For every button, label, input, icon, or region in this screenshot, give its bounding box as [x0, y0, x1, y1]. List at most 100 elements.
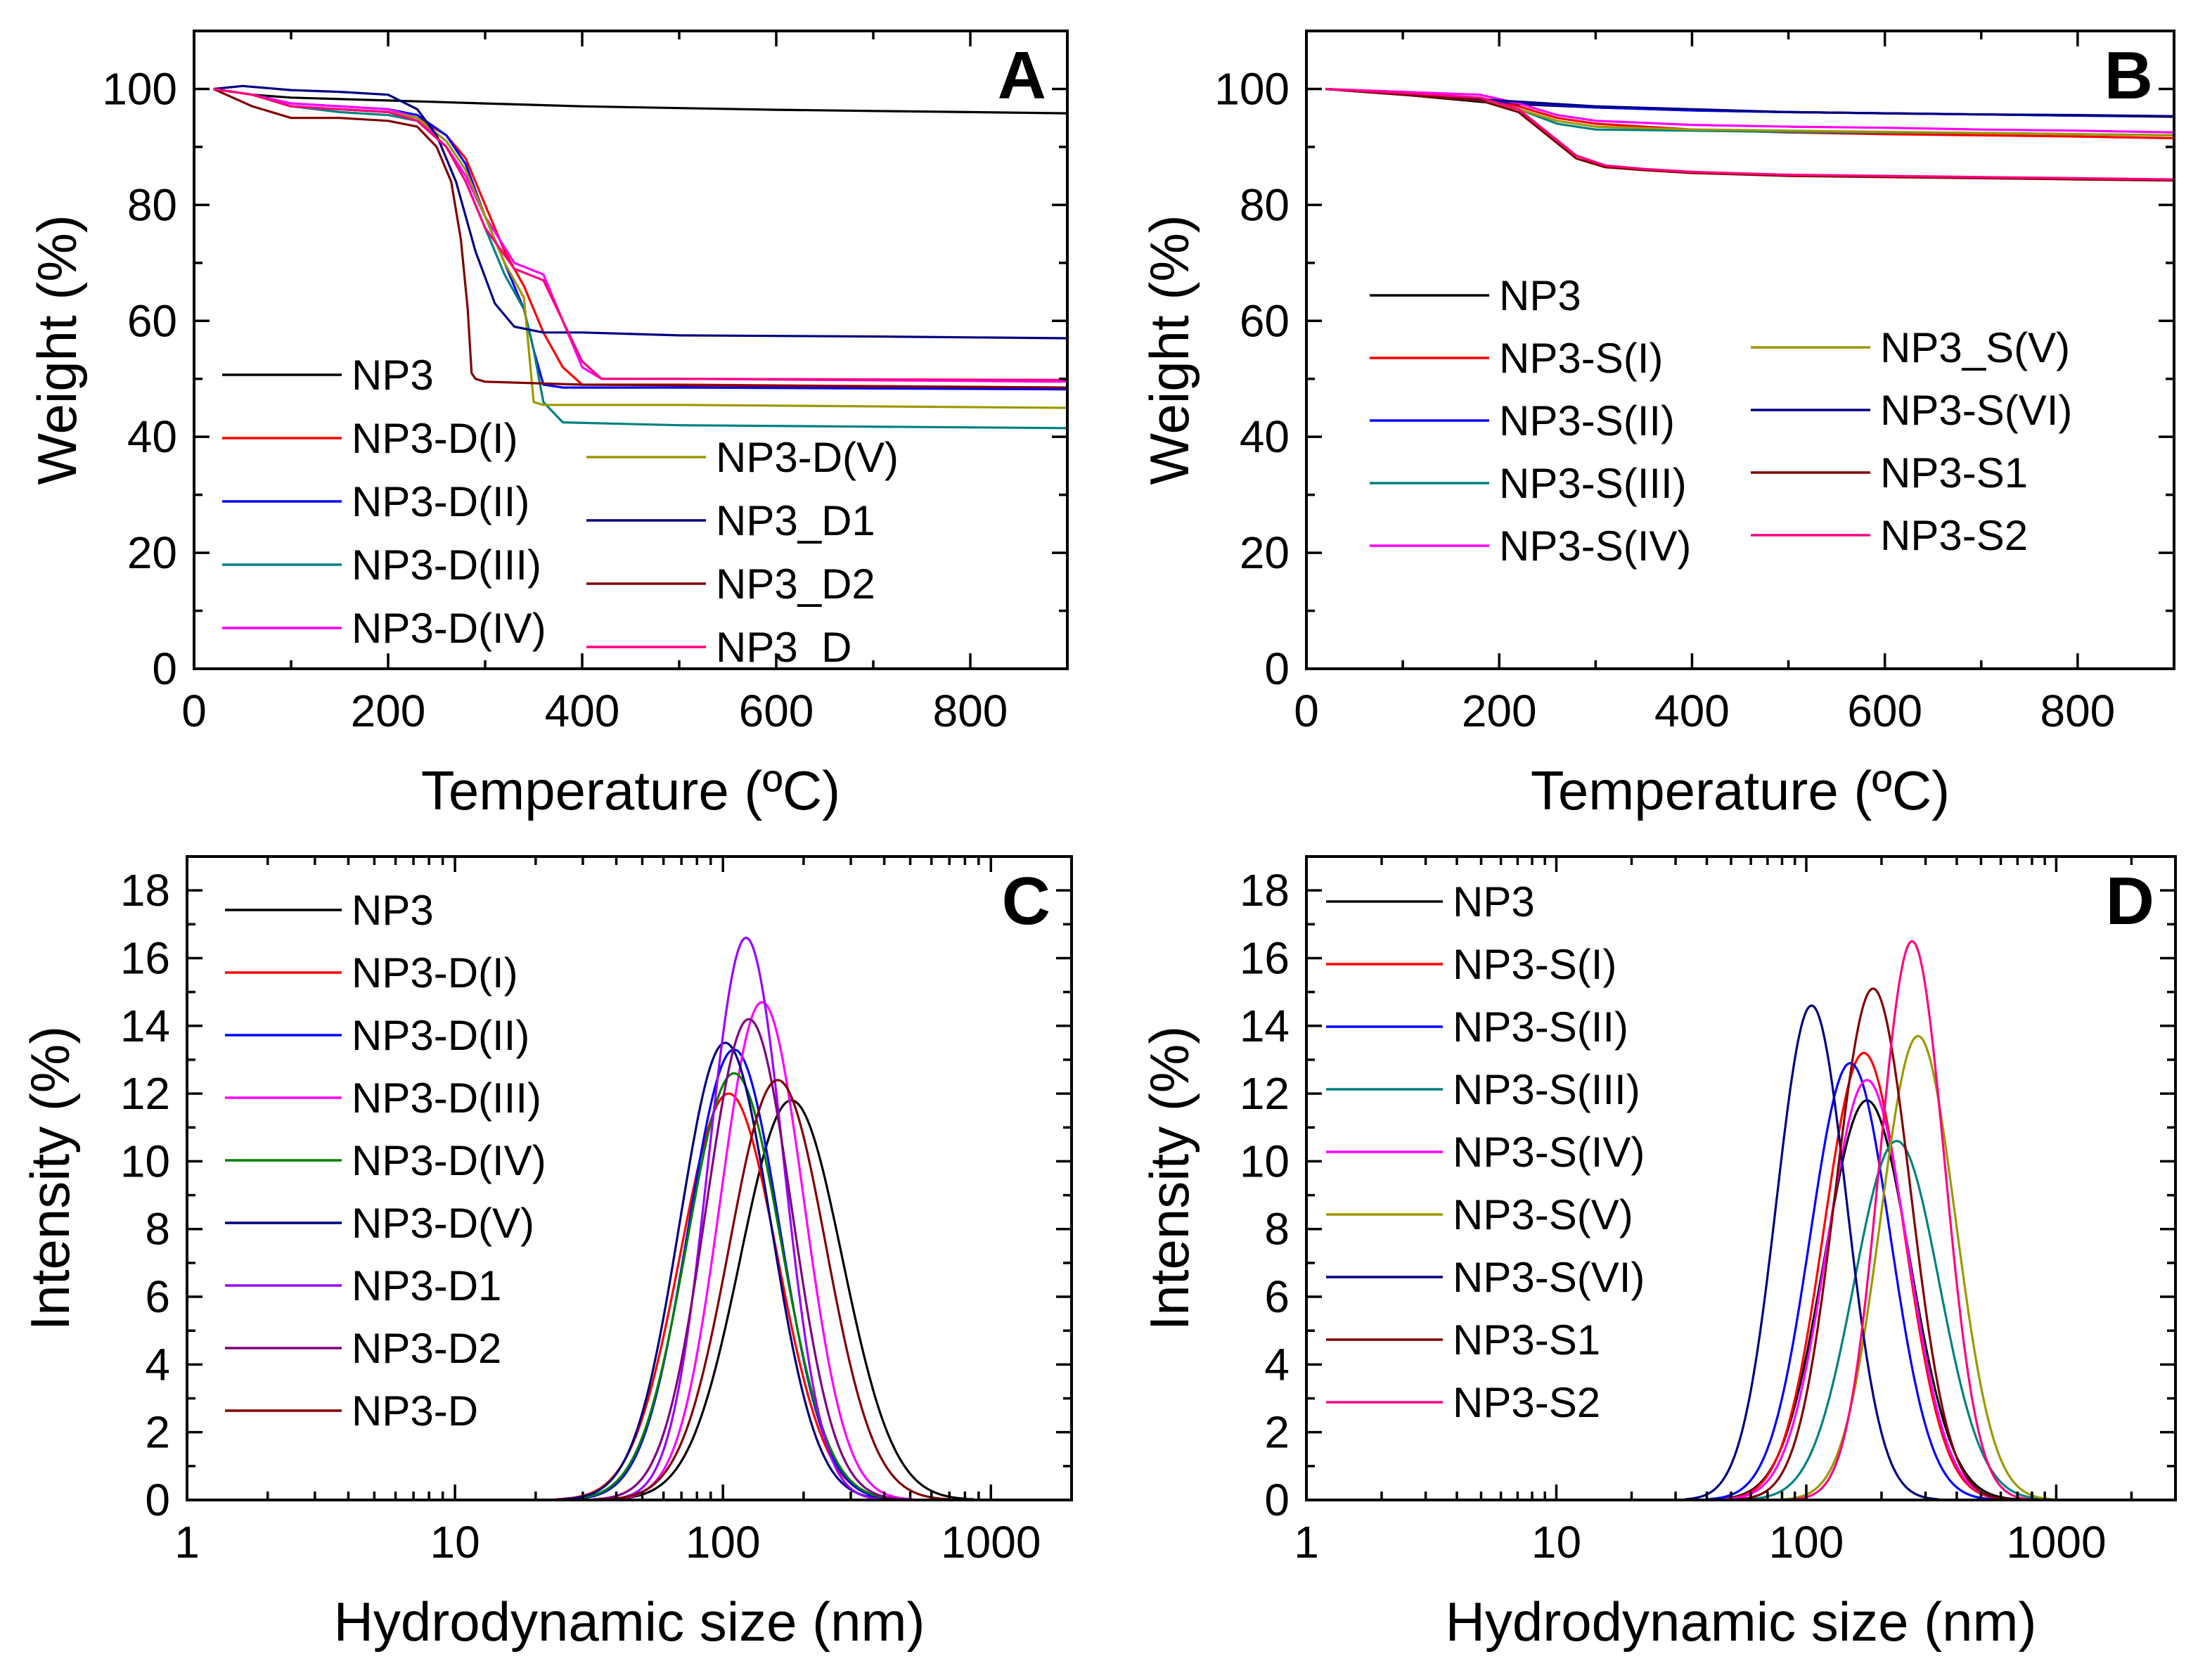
legend-label: NP3-D(III): [352, 1075, 541, 1122]
legend-label: NP3-S(VI): [1880, 387, 2072, 434]
x-tick-label: 800: [933, 686, 1008, 736]
legend-label: NP3_D2: [716, 560, 875, 608]
y-axis-title: Weight (%): [26, 214, 88, 485]
x-tick-label: 200: [1462, 686, 1537, 736]
panel-c: 1 10 100 1000 0 2 4 6 8 10 12 14 16 18 Hydrodynamic si…: [19, 855, 1073, 1653]
legend-item: NP3-S(I): [1326, 941, 1616, 988]
x-tick-label: 1000: [941, 1517, 1041, 1567]
legend-label: NP3_S(V): [1880, 324, 2070, 371]
legend: NP3 NP3-D(I) NP3-D(II) NP3-D(III) NP3-D(IV) N…: [225, 887, 546, 1435]
y-tick-label: 80: [1240, 179, 1290, 230]
y-axis-title: Weight (%): [1138, 214, 1200, 485]
x-tick-label: 600: [739, 686, 814, 736]
series-line-np3-d-iii-: [187, 1001, 1072, 1500]
legend-item: NP3-S(II): [1370, 397, 1675, 444]
legend-item: NP3-D(I): [225, 949, 518, 996]
series-line-np3-d: [187, 1079, 1072, 1500]
series-group: [1325, 87, 2174, 182]
y-tick-label: 16: [120, 932, 170, 983]
panel-a: 0 200 400 600 800 0 20 40 60 80 100 Temperature (ºC…: [26, 30, 1069, 821]
panel-letter: D: [2106, 864, 2154, 939]
x-tick-label: 200: [351, 686, 426, 736]
x-axis-title: Temperature (ºC): [1531, 759, 1950, 821]
legend-item: NP3-S(III): [1370, 460, 1687, 507]
plot-frame: [186, 855, 1073, 1501]
y-tick-label: 0: [152, 643, 177, 694]
legend-label: NP3_D: [716, 624, 851, 671]
legend-label: NP3: [352, 352, 434, 399]
legend-label: NP3-D(II): [352, 478, 529, 525]
legend-item: NP3-S(IV): [1370, 522, 1691, 570]
x-tick-label: 600: [1847, 686, 1922, 736]
series-group: [1306, 940, 2175, 1500]
legend-item: NP3-S(IV): [1326, 1129, 1645, 1176]
legend-item: NP3-S(II): [1326, 1003, 1628, 1051]
y-tick-label: 10: [120, 1136, 170, 1186]
y-tick-label: 100: [102, 63, 177, 114]
legend-item: NP3_D2: [586, 560, 875, 608]
legend-item: NP3-S(VI): [1326, 1254, 1645, 1301]
legend-label: NP3-D1: [352, 1262, 501, 1309]
x-tick-label: 100: [1769, 1517, 1844, 1567]
legend-item: NP3: [225, 887, 434, 934]
series-line-np3-d-ii-: [187, 1048, 1072, 1500]
series-line-np3-s2: [1306, 940, 2175, 1500]
legend-item: NP3-S(VI): [1751, 387, 2072, 434]
plot-frame: [193, 30, 1069, 670]
legend-item: NP3-D2: [225, 1325, 501, 1372]
legend-label: NP3-D: [352, 1387, 478, 1435]
y-tick-label: 80: [127, 179, 177, 230]
legend-item: NP3_D: [586, 624, 851, 671]
legend-label: NP3-S(IV): [1453, 1129, 1645, 1176]
legend-item: NP3-D(III): [225, 1075, 541, 1122]
series-line-np3: [1306, 1099, 2175, 1500]
series-line-np3-s-iii-: [1306, 1140, 2175, 1500]
series-line-np3-d-iv-: [187, 1072, 1072, 1500]
legend-item: NP3-S1: [1751, 449, 2028, 496]
legend-label: NP3-S2: [1880, 512, 2028, 559]
legend-label: NP3-D(V): [716, 434, 899, 481]
y-tick-label: 60: [1240, 295, 1290, 346]
legend-label: NP3-S(IV): [1499, 522, 1691, 570]
panel-letter: C: [1002, 864, 1050, 939]
legend-item: NP3-D(V): [586, 434, 899, 481]
y-tick-label: 6: [145, 1271, 170, 1322]
legend: NP3 NP3-S(I) NP3-S(II) NP3-S(III) NP3-S(IV) N…: [1326, 878, 1645, 1426]
x-axis-title: Hydrodynamic size (nm): [334, 1591, 925, 1653]
y-tick-label: 12: [1240, 1068, 1290, 1119]
legend-label: NP3-S(II): [1453, 1003, 1628, 1051]
y-tick-label: 100: [1214, 63, 1290, 114]
legend-label: NP3-S(III): [1453, 1066, 1640, 1113]
y-tick-label: 0: [1264, 643, 1290, 694]
legend-label: NP3: [1453, 878, 1535, 925]
y-tick-label: 18: [120, 865, 170, 916]
x-tick-label: 1000: [2006, 1517, 2106, 1567]
x-tick-label: 1: [1294, 1517, 1319, 1567]
x-tick-label: 0: [181, 686, 207, 736]
legend-label: NP3_D1: [716, 497, 875, 544]
y-tick-label: 8: [1264, 1204, 1290, 1255]
legend-item: NP3: [222, 352, 434, 399]
legend-label: NP3-D(I): [352, 949, 518, 996]
y-tick-label: 0: [1264, 1475, 1290, 1525]
x-axis-title: Hydrodynamic size (nm): [1446, 1591, 2037, 1653]
legend-label: NP3-D(V): [352, 1200, 534, 1247]
legend-item: NP3-D(II): [222, 478, 529, 525]
legend-label: NP3-S1: [1880, 449, 2028, 496]
y-tick-label: 4: [145, 1339, 170, 1390]
x-tick-label: 800: [2040, 686, 2115, 736]
legend-item: NP3-D(I): [222, 415, 518, 462]
legend-label: NP3: [1499, 272, 1581, 319]
legend: NP3 NP3-D(I) NP3-D(II) NP3-D(III) NP3-D(IV) N…: [222, 352, 899, 671]
y-tick-label: 10: [1240, 1136, 1290, 1186]
legend-label: NP3-S1: [1453, 1316, 1600, 1364]
series-line-np3-d-iii-: [213, 87, 1067, 430]
legend-item: NP3-D: [225, 1387, 478, 1435]
legend-item: NP3: [1326, 878, 1535, 925]
y-tick-label: 16: [1240, 932, 1290, 983]
y-axis-title: Intensity (%): [1138, 1026, 1200, 1330]
legend-label: NP3-S(II): [1499, 397, 1675, 444]
series-line-np3-d1: [213, 84, 1067, 340]
series-line-np3-s-iv-: [1325, 87, 2174, 134]
x-tick-label: 1: [174, 1517, 200, 1567]
